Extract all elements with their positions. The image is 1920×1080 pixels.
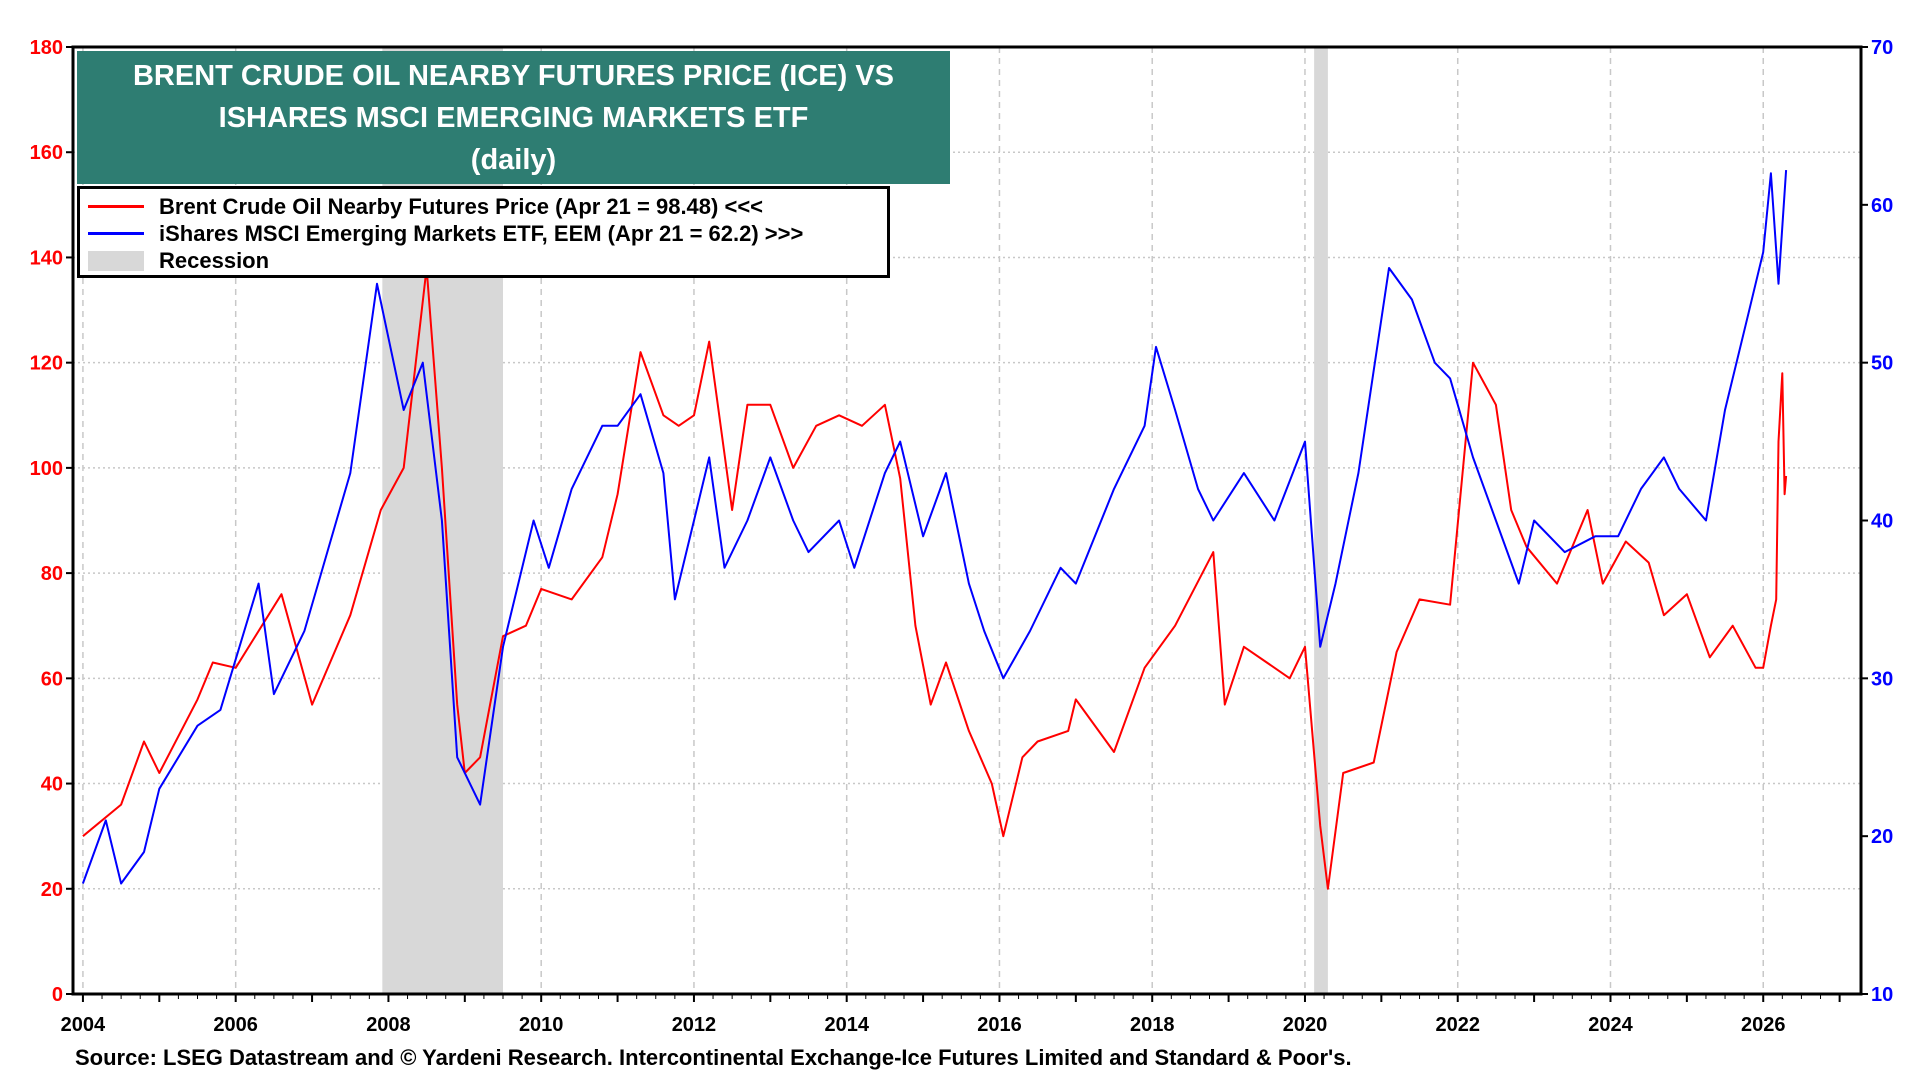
chart-title: BRENT CRUDE OIL NEARBY FUTURES PRICE (IC… (77, 51, 950, 184)
title-line-2: ISHARES MSCI EMERGING MARKETS ETF (218, 102, 809, 134)
eem-line (81, 170, 1788, 885)
left-tick-label: 0 (52, 984, 63, 1006)
legend-item-recession: Recession (88, 247, 887, 274)
legend-swatch-red (88, 205, 144, 208)
right-tick-label: 60 (1871, 195, 1893, 217)
right-tick-label: 40 (1871, 511, 1893, 533)
legend-item-eem: iShares MSCI Emerging Markets ETF, EEM (… (88, 220, 887, 247)
x-tick-label: 2008 (366, 1014, 411, 1036)
left-tick-label: 20 (41, 879, 63, 901)
x-tick-label: 2012 (672, 1014, 717, 1036)
right-tick-label: 30 (1871, 668, 1893, 690)
legend-swatch-gray (88, 250, 144, 271)
x-tick-label: 2020 (1283, 1014, 1328, 1036)
left-tick-label: 60 (41, 668, 63, 690)
right-tick-label: 70 (1871, 37, 1893, 59)
legend-swatch-blue (88, 232, 144, 235)
x-tick-label: 2004 (61, 1014, 106, 1036)
legend-label: Brent Crude Oil Nearby Futures Price (Ap… (159, 193, 764, 219)
x-tick-label: 2016 (977, 1014, 1022, 1036)
left-tick-label: 120 (30, 353, 63, 375)
x-tick-label: 2006 (213, 1014, 258, 1036)
left-tick-label: 80 (41, 563, 63, 585)
x-tick-label: 2014 (824, 1014, 869, 1036)
title-line-1: BRENT CRUDE OIL NEARBY FUTURES PRICE (IC… (132, 60, 895, 92)
right-tick-label: 10 (1871, 984, 1893, 1006)
legend-item-brent: Brent Crude Oil Nearby Futures Price (Ap… (88, 193, 887, 220)
left-tick-label: 160 (30, 142, 63, 164)
brent-line (82, 267, 1788, 890)
source-note: Source: LSEG Datastream and © Yardeni Re… (75, 1045, 1352, 1070)
axis-ticks: 0 20 40 60 80 100 120 140 160 180 10 20 30 40 50 60 70 20… (30, 37, 1894, 1036)
right-tick-label: 20 (1871, 826, 1893, 848)
right-tick-label: 50 (1871, 353, 1893, 375)
left-tick-label: 40 (41, 774, 63, 796)
legend-label: Recession (159, 247, 270, 273)
legend-label: iShares MSCI Emerging Markets ETF, EEM (… (159, 220, 804, 246)
x-tick-label: 2024 (1588, 1014, 1633, 1036)
series-lines (81, 170, 1788, 890)
x-tick-label: 2010 (519, 1014, 564, 1036)
legend: Brent Crude Oil Nearby Futures Price (Ap… (77, 186, 890, 278)
title-line-3: (daily) (470, 144, 557, 176)
x-tick-label: 2018 (1130, 1014, 1175, 1036)
recession-band (1314, 47, 1328, 994)
x-tick-label: 2026 (1741, 1014, 1786, 1036)
left-tick-label: 180 (30, 37, 63, 59)
x-tick-label: 2022 (1435, 1014, 1480, 1036)
left-tick-label: 140 (30, 247, 63, 269)
left-tick-label: 100 (30, 458, 63, 480)
